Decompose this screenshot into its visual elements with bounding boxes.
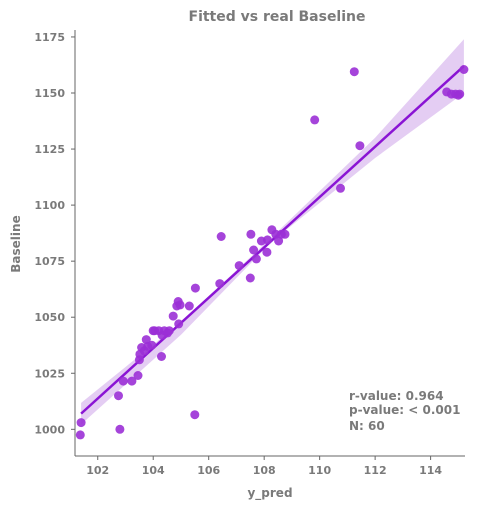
- y-axis-title: Baseline: [9, 215, 23, 272]
- data-point: [115, 424, 125, 434]
- data-point: [168, 311, 178, 321]
- data-point: [175, 300, 185, 310]
- x-tick-label: 102: [86, 464, 109, 477]
- data-point: [251, 254, 261, 264]
- x-axis-title: y_pred: [247, 486, 292, 501]
- data-point: [216, 232, 226, 241]
- data-point: [234, 261, 244, 271]
- data-point: [133, 371, 143, 380]
- data-point: [157, 352, 166, 361]
- data-point: [174, 319, 184, 329]
- x-tick-label: 108: [253, 464, 276, 477]
- y-tick-label: 1000: [34, 423, 65, 436]
- data-point: [76, 418, 86, 428]
- y-tick-label: 1025: [34, 367, 65, 380]
- data-point: [127, 376, 137, 386]
- y-tick-label: 1125: [34, 143, 65, 156]
- data-point: [263, 235, 272, 245]
- data-point: [118, 376, 128, 386]
- data-point: [246, 229, 256, 239]
- stats-annotation: r-value: 0.964 p-value: < 0.001 N: 60: [349, 389, 460, 433]
- data-point: [262, 247, 272, 257]
- x-tick-label: 114: [419, 464, 442, 477]
- x-tick-label: 104: [142, 464, 165, 477]
- data-point: [184, 301, 194, 311]
- y-tick-label: 1100: [34, 199, 65, 212]
- data-point: [245, 273, 255, 283]
- n-label: N: 60: [349, 419, 385, 433]
- y-tick-label: 1075: [34, 255, 65, 268]
- data-point: [215, 279, 225, 289]
- y-tick-labels: 1000 1025 1050 1075 1100 1125 1150 1175: [34, 31, 75, 436]
- data-point: [190, 410, 200, 420]
- data-point: [455, 89, 465, 99]
- regression-line: [80, 65, 465, 415]
- data-point: [355, 141, 365, 151]
- data-point: [459, 65, 469, 74]
- data-point: [141, 335, 151, 345]
- x-tick-label: 106: [197, 464, 220, 477]
- r-value-label: r-value: 0.964: [349, 389, 444, 403]
- p-value-label: p-value: < 0.001: [349, 403, 460, 417]
- data-points-layer: [75, 65, 469, 440]
- data-point: [349, 67, 359, 77]
- y-tick-label: 1050: [34, 311, 65, 324]
- x-tick-label: 112: [364, 464, 387, 477]
- data-point: [147, 340, 157, 350]
- data-point: [310, 115, 320, 125]
- data-point: [280, 229, 290, 239]
- data-point: [75, 430, 85, 440]
- data-point: [190, 283, 200, 293]
- x-tick-label: 110: [308, 464, 331, 477]
- data-point: [249, 245, 259, 255]
- y-tick-label: 1150: [34, 87, 65, 100]
- regression-line-layer: [80, 65, 465, 415]
- data-point: [114, 391, 123, 401]
- data-point: [336, 183, 345, 193]
- y-tick-label: 1175: [34, 31, 65, 44]
- chart-title: Fitted vs real Baseline: [189, 9, 366, 25]
- x-tick-labels: 102 104 106 108 110 112 114: [86, 456, 442, 477]
- data-point: [164, 326, 174, 336]
